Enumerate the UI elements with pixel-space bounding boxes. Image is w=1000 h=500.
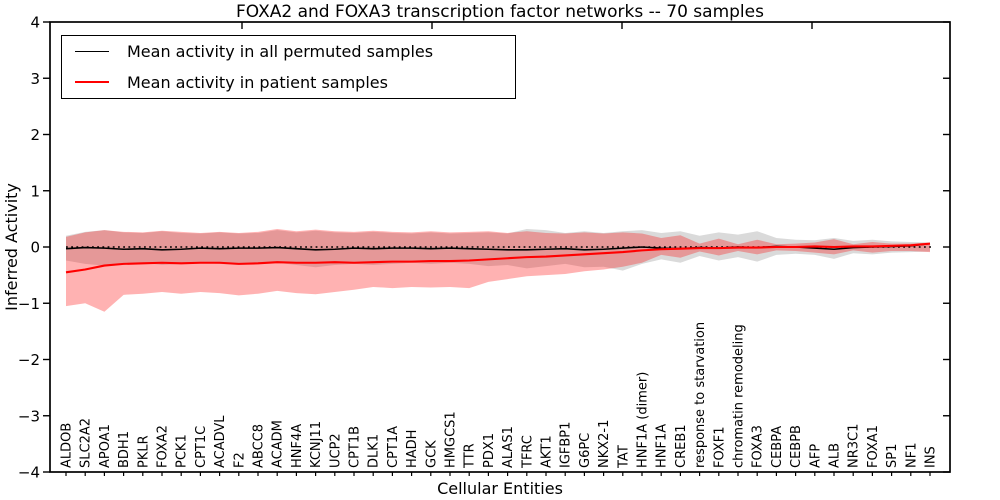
x-tick-label: DLK1 (367, 434, 382, 468)
x-tick-label: CEBPB (789, 425, 804, 468)
x-tick-label: ACADVL (213, 415, 228, 468)
x-tick-label: HMGCS1 (444, 411, 459, 468)
y-tick-label: 1 (30, 182, 40, 200)
legend-label: Mean activity in patient samples (127, 72, 388, 92)
legend: Mean activity in all permuted samples Me… (61, 35, 516, 99)
x-tick-label: INS (924, 446, 939, 468)
y-tick-label: 4 (30, 14, 40, 32)
x-tick-label: chromatin remodeling (732, 324, 747, 468)
y-tick-label: −3 (18, 407, 40, 425)
x-tick-label: AFP (808, 444, 823, 468)
x-tick-label: BDH1 (117, 431, 132, 468)
x-tick-label: ACADM (271, 420, 286, 468)
x-tick-label: GCK (424, 440, 439, 468)
x-tick-label: response to starvation (693, 322, 708, 468)
x-tick-label: PDX1 (482, 433, 497, 468)
x-tick-label: FOXA1 (866, 425, 881, 468)
x-tick-label: IGFBP1 (559, 422, 574, 468)
x-tick-label: NKX2-1 (597, 420, 612, 468)
y-axis-label: Inferred Activity (2, 183, 21, 311)
x-tick-label: HADH (405, 430, 420, 468)
x-tick-label: CPT1C (194, 426, 209, 468)
x-tick-label: FOXA2 (156, 425, 171, 468)
x-tick-label: SP1 (885, 444, 900, 468)
x-tick-label: HNF4A (290, 424, 305, 468)
y-tick-label: 3 (30, 70, 40, 88)
legend-entry-patient: Mean activity in patient samples (62, 67, 515, 97)
x-tick-label: ALB (828, 443, 843, 468)
x-tick-label: TAT (616, 445, 631, 469)
patient-band (66, 229, 930, 312)
patient-mean-line (65, 242, 931, 274)
patient-line-sample (75, 81, 109, 84)
y-tick-label: 2 (30, 126, 40, 144)
legend-entry-permuted: Mean activity in all permuted samples (62, 37, 515, 67)
x-tick-label: TTR (463, 443, 478, 469)
x-tick-label: PCK1 (175, 434, 190, 468)
x-tick-label: CREB1 (674, 424, 689, 468)
chart-title: FOXA2 and FOXA3 transcription factor net… (236, 2, 764, 22)
x-tick-label: AKT1 (540, 435, 555, 468)
x-tick-label: SLC2A2 (79, 418, 94, 468)
x-tick-label: APOA1 (98, 424, 113, 468)
x-tick-label: F2 (232, 452, 247, 468)
x-tick-label: G6PC (578, 433, 593, 468)
x-tick-label: FOXF1 (712, 426, 727, 468)
x-tick-label: KCNJ11 (309, 421, 324, 468)
x-tick-label: HNF1A (dimer) (636, 372, 651, 468)
x-tick-label: CPT1B (348, 426, 363, 468)
x-tick-label: UCP2 (328, 433, 343, 468)
y-tick-label: −4 (18, 464, 40, 482)
y-tick-label: 0 (30, 239, 40, 257)
legend-label: Mean activity in all permuted samples (127, 42, 434, 62)
permuted-line-sample (75, 51, 109, 53)
x-axis-label: Cellular Entities (437, 479, 563, 498)
x-tick-label: PKLR (136, 435, 151, 468)
y-tick-label: −2 (18, 351, 40, 369)
x-tick-label: FOXA3 (751, 425, 766, 468)
x-tick-label: HNF1A (655, 424, 670, 468)
x-tick-label: ALDOB (60, 423, 75, 468)
y-tick-label: −1 (18, 295, 40, 313)
x-tick-label: ABCC8 (252, 424, 267, 468)
x-tick-label: ALAS1 (501, 426, 516, 468)
x-tick-label: NF1 (904, 443, 919, 468)
x-tick-label: NR3C1 (847, 424, 862, 468)
x-tick-label: CPT1A (386, 426, 401, 468)
x-tick-label: CEBPA (770, 426, 785, 468)
x-tick-label: TFRC (520, 435, 535, 469)
